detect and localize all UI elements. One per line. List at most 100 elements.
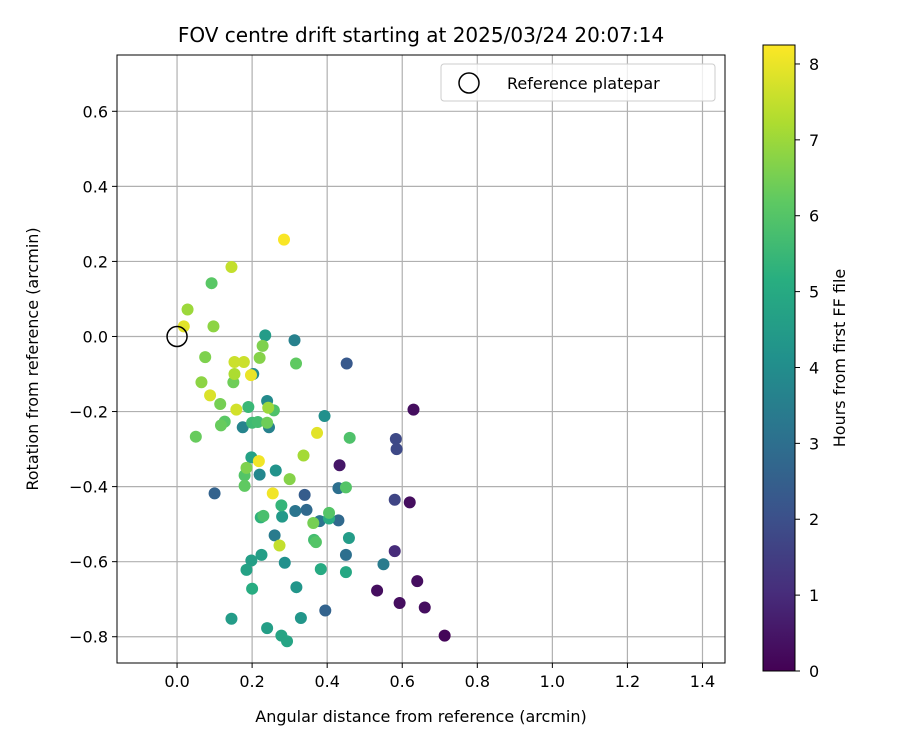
colorbar-tick-label: 3 [809, 434, 819, 453]
data-point [298, 488, 311, 501]
data-point [252, 455, 265, 468]
data-point [199, 351, 212, 364]
data-point [411, 575, 424, 588]
data-point [228, 368, 241, 381]
data-point [256, 339, 269, 352]
data-point [228, 356, 241, 369]
data-point [189, 430, 202, 443]
data-point [195, 376, 208, 389]
colorbar-ticks: 0 1 2 3 4 5 6 7 8 [795, 55, 819, 681]
data-point [283, 473, 296, 486]
data-point [245, 554, 258, 567]
data-point [407, 403, 420, 416]
data-point [205, 277, 218, 290]
data-point [281, 635, 294, 648]
data-point [275, 499, 288, 512]
data-point [319, 604, 332, 617]
data-point [251, 416, 264, 429]
data-point [297, 449, 310, 462]
data-point [177, 320, 190, 333]
plot-frame [116, 54, 726, 664]
data-point [208, 487, 221, 500]
data-point [289, 505, 302, 517]
data-point [230, 403, 243, 416]
data-point [294, 611, 307, 624]
x-axis-label: Angular distance from reference (arcmin) [255, 707, 586, 726]
y-tick-label: −0.8 [69, 628, 108, 647]
colorbar: 0 1 2 3 4 5 6 7 8 Hours from first FF file [762, 44, 849, 681]
data-point [333, 459, 346, 472]
data-point [238, 479, 251, 492]
x-tick-label: 0.6 [390, 672, 415, 691]
data-point [259, 329, 272, 342]
data-points [177, 233, 451, 648]
x-tick-label: 1.0 [540, 672, 565, 691]
y-tick-label: −0.6 [69, 553, 108, 572]
data-point [309, 536, 322, 549]
data-point [276, 510, 289, 523]
data-point [339, 481, 352, 494]
data-point [314, 563, 327, 576]
legend: Reference platepar [440, 63, 716, 102]
data-point [332, 514, 345, 527]
colorbar-tick-label: 6 [809, 207, 819, 226]
data-point [377, 558, 390, 571]
data-point [340, 357, 353, 370]
y-tick-label: 0.4 [83, 177, 108, 196]
data-point [242, 401, 255, 414]
data-point [253, 351, 266, 364]
x-tick-label: 0.4 [314, 672, 339, 691]
data-point [342, 532, 355, 545]
x-tick-label: 1.2 [615, 672, 640, 691]
data-point [290, 581, 303, 594]
x-tick-label: 1.4 [690, 672, 715, 691]
data-point [266, 487, 279, 500]
colorbar-tick-label: 7 [809, 131, 819, 150]
x-tick-label: 0.0 [164, 672, 189, 691]
y-tick-label: 0.2 [83, 252, 108, 271]
legend-marker-reference [458, 72, 480, 94]
y-axis-ticks: −0.8 −0.6 −0.4 −0.2 0.0 0.2 0.4 0.6 [69, 102, 117, 647]
data-point [318, 410, 331, 423]
colorbar-tick-label: 4 [809, 358, 819, 377]
data-point [290, 357, 303, 370]
data-point [214, 419, 227, 432]
data-point [403, 496, 416, 509]
data-point [257, 509, 270, 522]
data-point [255, 548, 268, 561]
colorbar-tick-label: 1 [809, 586, 819, 605]
chart-title: FOV centre drift starting at 2025/03/24 … [178, 23, 664, 47]
legend-entry-reference: Reference platepar [507, 74, 660, 93]
y-tick-label: 0.6 [83, 102, 108, 121]
data-point [339, 548, 352, 561]
data-point [418, 601, 431, 614]
data-point [181, 303, 194, 316]
data-point [244, 369, 257, 382]
data-point [262, 401, 275, 414]
data-point [438, 629, 451, 642]
x-tick-label: 0.2 [239, 672, 264, 691]
colorbar-label: Hours from first FF file [830, 269, 849, 448]
data-point [311, 426, 324, 439]
data-point [253, 468, 266, 481]
data-point [388, 545, 401, 558]
data-point [207, 320, 220, 333]
data-point [339, 566, 352, 579]
data-point [388, 493, 401, 506]
data-point [261, 416, 274, 429]
y-tick-label: −0.2 [69, 403, 108, 422]
data-point [246, 582, 259, 595]
colorbar-tick-label: 8 [809, 55, 819, 74]
data-point [237, 356, 250, 369]
reference-platepar-marker [166, 325, 188, 348]
x-tick-label: 0.8 [465, 672, 490, 691]
colorbar-tick-label: 5 [809, 283, 819, 302]
data-point [240, 461, 253, 474]
colorbar-tick-label: 2 [809, 510, 819, 529]
data-point [261, 622, 274, 635]
colorbar-tick-label: 0 [809, 662, 819, 681]
y-tick-label: −0.4 [69, 478, 108, 497]
grid-lines [117, 55, 725, 663]
